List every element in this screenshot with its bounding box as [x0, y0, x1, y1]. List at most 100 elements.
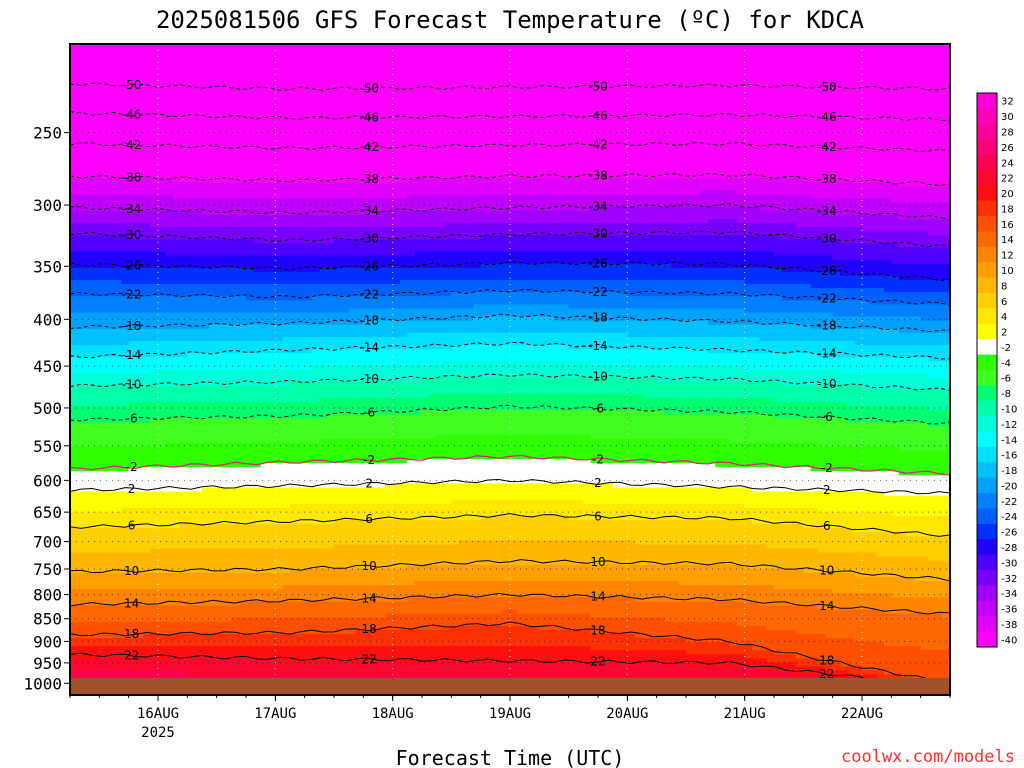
fill-cell	[114, 646, 122, 659]
fill-cell	[737, 206, 746, 224]
fill-cell	[671, 235, 680, 253]
fill-cell	[246, 658, 254, 676]
fill-cell	[693, 194, 702, 208]
fill-cell	[781, 507, 790, 525]
isotherm-label: -14	[588, 339, 608, 353]
fill-cell	[356, 414, 364, 440]
fill-cell	[165, 296, 174, 314]
fill-cell	[664, 336, 672, 350]
isotherm-line	[70, 313, 950, 333]
fill-cell	[488, 44, 496, 179]
fill-cell	[77, 385, 86, 407]
fill-cell	[202, 44, 210, 183]
fill-cell	[326, 243, 335, 257]
fill-cell	[414, 564, 423, 582]
fill-cell	[510, 393, 518, 411]
fill-cell	[766, 369, 775, 383]
fill-cell	[744, 336, 753, 354]
fill-cell	[620, 178, 628, 196]
fill-cell	[671, 397, 680, 415]
fill-cell	[480, 44, 489, 179]
fill-cell	[356, 284, 364, 297]
fill-cell	[458, 332, 467, 346]
fill-cell	[202, 312, 210, 330]
fill-cell	[524, 393, 533, 411]
fill-cell	[436, 44, 445, 179]
fill-cell	[363, 397, 372, 415]
fill-cell	[744, 625, 753, 647]
isotherm-label: -34	[817, 204, 837, 218]
fill-cell	[304, 336, 313, 354]
fill-cell	[312, 284, 320, 297]
fill-cell	[282, 300, 291, 314]
fill-cell	[869, 304, 878, 318]
fill-cell	[678, 194, 687, 208]
fill-cell	[510, 251, 518, 265]
colorbar-swatch	[977, 339, 997, 356]
fill-cell	[326, 365, 335, 383]
fill-cell	[436, 279, 445, 297]
fill-cell	[304, 646, 313, 664]
fill-cell	[825, 369, 834, 387]
fill-cell	[678, 487, 687, 505]
fill-cell	[532, 361, 540, 379]
fill-cell	[209, 633, 218, 647]
fill-cell	[752, 296, 760, 314]
fill-cell	[466, 662, 474, 676]
fill-cell	[488, 646, 496, 664]
isotherm-label: -50	[588, 80, 608, 94]
fill-cell	[568, 520, 577, 541]
isotherm-label: 22	[590, 655, 605, 669]
fill-cell	[260, 214, 269, 228]
fill-cell	[590, 438, 599, 464]
fill-cell	[282, 214, 291, 228]
fill-cell	[620, 581, 628, 598]
fill-cell	[774, 194, 782, 212]
fill-cell	[678, 601, 687, 623]
fill-cell	[700, 487, 709, 505]
pressure-tick-label: 450	[33, 357, 62, 376]
fill-cell	[70, 373, 78, 391]
fill-cell	[942, 361, 950, 379]
fill-cell	[854, 406, 863, 423]
fill-cell	[282, 418, 291, 444]
fill-cell	[664, 279, 672, 297]
fill-cell	[546, 646, 555, 664]
fill-cell	[370, 662, 379, 676]
fill-cell	[605, 393, 614, 411]
fill-cell	[671, 487, 680, 505]
fill-cell	[488, 581, 496, 598]
fill-cell	[444, 44, 452, 179]
fill-cell	[466, 239, 474, 253]
fill-cell	[700, 585, 709, 603]
fill-cell	[341, 214, 350, 228]
fill-cell	[121, 296, 130, 314]
fill-cell	[363, 629, 372, 647]
fill-cell	[92, 406, 100, 423]
fill-cell	[216, 267, 225, 285]
fill-cell	[752, 235, 760, 253]
fill-cell	[700, 564, 709, 586]
fill-cell	[114, 385, 122, 407]
fill-cell	[400, 349, 408, 367]
fill-cell	[275, 487, 284, 509]
isotherm-label: 6	[365, 512, 373, 526]
fill-cell	[290, 633, 298, 647]
fill-cell	[444, 410, 452, 436]
fill-cell	[275, 324, 284, 342]
fill-cell	[568, 483, 577, 501]
fill-cell	[444, 520, 452, 546]
fill-cell	[297, 381, 306, 403]
colorbar-label: 28	[1001, 127, 1014, 138]
fill-cell	[224, 572, 232, 590]
fill-cell	[444, 267, 452, 281]
fill-cell	[642, 650, 650, 664]
fill-cell	[869, 511, 878, 533]
fill-cell	[246, 633, 254, 647]
fill-cell	[216, 418, 225, 444]
fill-cell	[480, 646, 489, 664]
fill-cell	[253, 369, 262, 387]
fill-cell	[451, 459, 460, 485]
fill-cell	[517, 178, 526, 196]
fill-cell	[715, 235, 724, 253]
